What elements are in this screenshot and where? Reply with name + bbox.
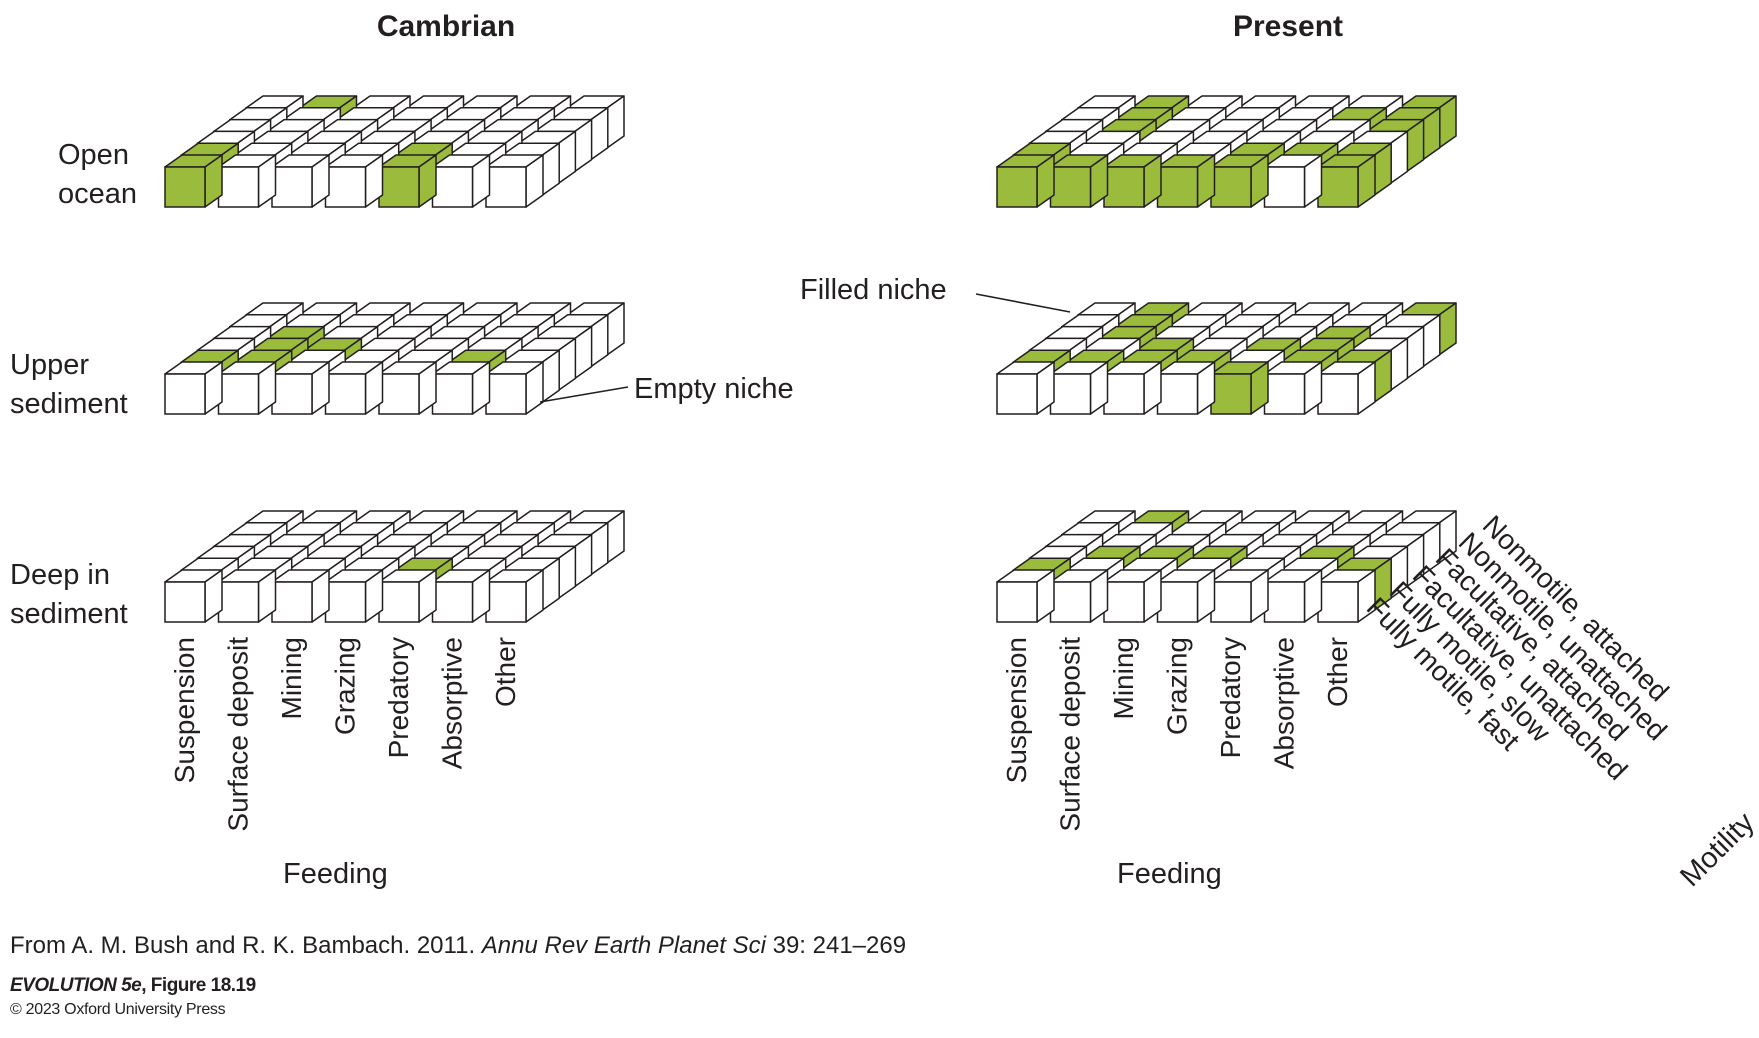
copyright: © 2023 Oxford University Press: [10, 1001, 226, 1018]
filled-niche-cube: [164, 154, 223, 208]
feeding-label-absorptive: Absorptive: [437, 637, 468, 769]
feeding-label-mining: Mining: [276, 637, 307, 719]
empty-niche-leader: [539, 386, 629, 403]
empty-niche-cube: [164, 569, 223, 623]
filled-niche-cube: [378, 154, 437, 208]
tier-label-deep-sediment-1: Deep in: [10, 559, 110, 591]
empty-niche-cube: [1103, 569, 1162, 623]
empty-niche-cube: [217, 361, 277, 415]
grid-cambrian-upper-sediment: [164, 302, 625, 415]
feeding-label-surface-deposit: Surface deposit: [1055, 637, 1086, 832]
filled-niche-cube: [1317, 154, 1376, 208]
empty-niche-cube: [1210, 569, 1269, 623]
empty-niche-cube: [1156, 361, 1216, 415]
empty-niche-cube: [217, 569, 277, 623]
feeding-label-mining: Mining: [1108, 637, 1139, 719]
feeding-labels-present: Suspension Surface deposit Mining Grazing Pr…: [1001, 637, 1353, 832]
empty-niche-cube: [1049, 569, 1109, 623]
empty-niche-cube: [1049, 361, 1109, 415]
figure-id: EVOLUTION 5e, Figure 18.19: [10, 975, 256, 997]
empty-niche-cube: [324, 154, 384, 208]
tier-label-deep-sediment-2: sediment: [10, 598, 128, 630]
empty-niche-cube: [1317, 569, 1376, 623]
tier-label-upper-sediment-2: sediment: [10, 388, 128, 420]
feeding-label-predatory: Predatory: [1215, 637, 1246, 758]
grid-present-deep-sediment: [996, 510, 1457, 623]
filled-niche-cube: [1210, 361, 1269, 415]
feeding-label-suspension: Suspension: [169, 637, 200, 783]
empty-niche-label: Empty niche: [634, 373, 794, 405]
empty-niche-cube: [431, 361, 491, 415]
title-present: Present: [1233, 10, 1343, 43]
tier-label-open-ocean-2: ocean: [58, 178, 137, 210]
empty-niche-cube: [431, 154, 491, 208]
feeding-label-grazing: Grazing: [1162, 637, 1193, 735]
feeding-label-other: Other: [1322, 637, 1353, 707]
empty-niche-cube: [1317, 361, 1376, 415]
empty-niche-cube: [485, 154, 544, 208]
feeding-label-absorptive: Absorptive: [1269, 637, 1300, 769]
figure-book: EVOLUTION 5e: [10, 975, 142, 996]
filled-niche-cube: [1156, 154, 1216, 208]
empty-niche-cube: [485, 361, 544, 415]
feeding-label-suspension: Suspension: [1001, 637, 1032, 783]
empty-niche-cube: [1263, 154, 1323, 208]
empty-niche-cube: [1263, 361, 1323, 415]
empty-niche-cube: [324, 569, 384, 623]
empty-niche-cube: [485, 569, 544, 623]
empty-niche-cube: [1263, 569, 1323, 623]
source-citation: From A. M. Bush and R. K. Bambach. 2011.…: [10, 932, 906, 960]
grid-present-upper-sediment: [996, 302, 1457, 415]
filled-niche-label: Filled niche: [800, 274, 947, 306]
filled-niche-cube: [1103, 154, 1162, 208]
title-cambrian: Cambrian: [377, 10, 515, 43]
feeding-label-grazing: Grazing: [330, 637, 361, 735]
filled-niche-leader: [975, 293, 1071, 313]
feeding-label-predatory: Predatory: [383, 637, 414, 758]
empty-niche-cube: [271, 154, 330, 208]
empty-niche-cube: [271, 361, 330, 415]
source-suffix: 39: 241–269: [765, 932, 907, 959]
empty-niche-cube: [164, 361, 223, 415]
empty-niche-cube: [217, 154, 277, 208]
empty-niche-cube: [996, 361, 1055, 415]
empty-niche-cube: [324, 361, 384, 415]
grid-cambrian-open-ocean: [164, 95, 625, 208]
filled-niche-cube: [996, 154, 1055, 208]
source-prefix: From A. M. Bush and R. K. Bambach. 2011.: [10, 932, 482, 959]
feeding-title-present: Feeding: [1117, 858, 1222, 890]
feeding-label-surface-deposit: Surface deposit: [223, 637, 254, 832]
tier-label-open-ocean-1: Open: [58, 139, 129, 171]
empty-niche-cube: [1156, 569, 1216, 623]
empty-niche-cube: [996, 569, 1055, 623]
feeding-title-cambrian: Feeding: [283, 858, 388, 890]
empty-niche-cube: [378, 361, 437, 415]
grid-cambrian-deep-sediment: [164, 510, 625, 623]
source-journal: Annu Rev Earth Planet Sci: [481, 932, 766, 959]
empty-niche-cube: [378, 569, 437, 623]
empty-niche-cube: [431, 569, 491, 623]
filled-niche-cube: [1049, 154, 1109, 208]
empty-niche-cube: [1103, 361, 1162, 415]
empty-niche-cube: [271, 569, 330, 623]
feeding-labels-cambrian: Suspension Surface deposit Mining Grazing Pr…: [169, 637, 521, 832]
filled-niche-cube: [1210, 154, 1269, 208]
tier-label-upper-sediment-1: Upper: [10, 349, 89, 381]
motility-title: Motility: [1674, 806, 1759, 893]
figure-number: , Figure 18.19: [141, 975, 256, 996]
feeding-label-other: Other: [490, 637, 521, 707]
grid-present-open-ocean: [996, 95, 1457, 208]
